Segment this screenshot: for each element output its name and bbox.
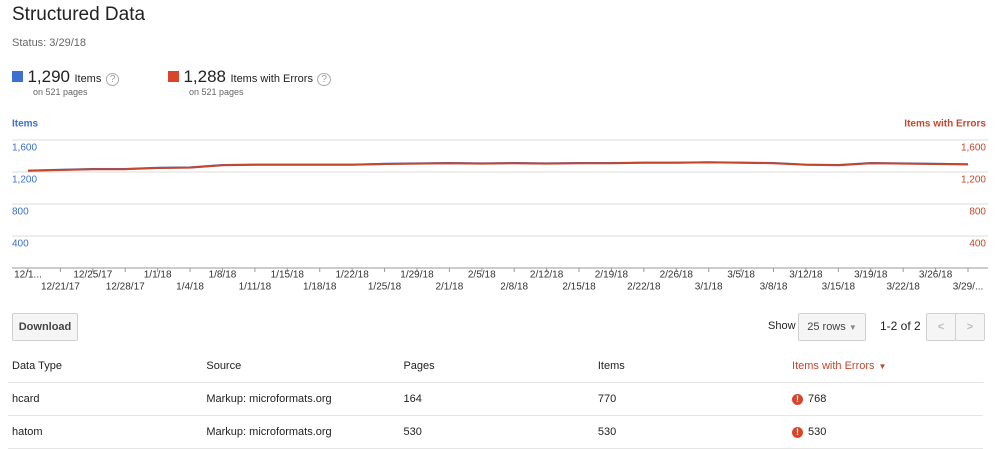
cell-text: 530 [808,426,827,438]
column-header-text: Data Type [12,360,62,372]
table-cell: 530 [593,415,789,449]
summary-items: 1,290 Items ? on 521 pages [12,67,120,97]
series-line [27,161,969,172]
cell-text: 164 [403,393,422,405]
table-cell: 530 [399,415,594,449]
table-wrap: Data Type Source Pages Items Items with Erro… [8,350,983,449]
table-cell: 770 [593,382,789,416]
column-header: Items with Errors ▼ [788,350,983,383]
cell-text: 530 [597,426,617,438]
page: Structured Data Status: 3/29/18 1,290 It… [8,4,988,449]
y2-tick-label: 1,200 [961,175,986,186]
cell-text: hcard [12,393,40,405]
download-button[interactable]: Download [12,313,78,341]
table-cell: hcard [8,382,203,416]
column-header-text: Items with Errors [792,360,875,372]
x-tick-label: 1/4/18 [176,282,204,293]
y-tick-label: 800 [12,207,29,218]
x-tick-label: 3/15/18 [822,282,856,293]
x-tick-label: 2/22/18 [627,282,661,293]
x-tick-label: 2/8/18 [500,282,528,293]
summary-label: Items with Errors [230,73,313,85]
cell-text: 530 [403,426,422,438]
x-tick-label: 1/15/18 [271,270,305,281]
pager: 1-2 of 2 [880,319,921,333]
column-header: Pages [399,350,594,383]
y-axis-title: Items [12,119,39,130]
prev-button[interactable]: < [926,313,956,341]
show-label: Show [768,320,796,332]
summary-value: 1,288 [183,67,226,86]
x-tick-label: 1/22/18 [335,270,369,281]
x-tick-label: 1/1/18 [144,270,172,281]
error-icon: ! [792,427,804,438]
y-tick-label: 1,600 [12,143,37,154]
x-tick-label: 2/5/18 [468,270,496,281]
x-tick-label: 3/8/18 [760,282,788,293]
column-header: Data Type [8,350,203,383]
x-tick-label: 12/21/17 [41,282,80,293]
table-cell: Markup: microformats.org [202,382,400,416]
x-tick-label: 3/29/... [953,282,984,293]
status: Status: 3/29/18 [12,37,86,49]
cell-text: Markup: microformats.org [206,393,332,405]
y2-tick-label: 1,600 [961,143,986,154]
summary-sub: on 521 pages [189,87,244,97]
summary-errors: 1,288 Items with Errors ? on 521 pages [168,67,331,97]
x-tick-label: 12/28/17 [106,282,145,293]
y-tick-label: 1,200 [12,175,37,186]
x-tick-label: 2/26/18 [660,270,694,281]
y2-axis-title: Items with Errors [904,119,986,130]
x-tick-label: 12/25/17 [73,270,112,281]
rows-value: 25 rows [807,321,846,333]
table-cell: 164 [399,382,594,416]
x-tick-label: 1/11/18 [239,282,272,293]
sort-arrow: ▼ [878,362,887,371]
x-tick-label: 3/1/18 [695,282,723,293]
x-tick-label: 2/15/18 [562,282,596,293]
column-header: Items [593,350,789,383]
error-icon: ! [792,394,804,405]
table-cell: ! 768 [788,382,983,416]
x-tick-label: 12/1... [14,270,42,281]
table: Data Type Source Pages Items Items with Erro… [8,350,983,449]
table-cell: Markup: microformats.org [202,415,400,449]
x-tick-label: 1/25/18 [368,282,402,293]
x-tick-label: 3/26/18 [919,270,953,281]
y-tick-label: 400 [12,239,29,250]
x-tick-label: 1/18/18 [303,282,337,293]
cell-text: 768 [808,393,827,405]
page-title: Structured Data [12,4,146,25]
cell-text: Markup: microformats.org [206,426,332,438]
y2-tick-label: 400 [969,239,986,250]
summary-sub: on 521 pages [33,87,88,97]
cell-text: 770 [597,393,617,405]
summary-value: 1,290 [27,67,70,86]
x-tick-label: 2/12/18 [530,270,564,281]
y2-tick-label: 800 [969,207,986,218]
cell-text: hatom [12,426,43,438]
x-tick-label: 3/12/18 [789,270,823,281]
x-tick-label: 1/29/18 [400,270,434,281]
x-tick-label: 2/19/18 [595,270,629,281]
column-header: Source [202,350,400,383]
x-tick-label: 2/1/18 [435,282,463,293]
x-tick-label: 3/22/18 [886,282,920,293]
column-header-text: Pages [403,360,435,372]
table-cell: ! 530 [788,415,983,449]
next-button[interactable]: > [955,313,985,341]
column-header-text: Source [206,360,242,372]
table-row: hatom Markup: microformats.org 530 530! 530 [8,415,983,449]
rows-select[interactable]: 25 rows ▼ [798,313,866,341]
summary-label: Items [74,73,102,85]
column-header-text: Items [597,360,625,372]
x-tick-label: 3/19/18 [854,270,888,281]
x-tick-label: 3/5/18 [727,270,755,281]
table-cell: hatom [8,415,203,449]
chart: Items Items with Errors 400 800 1,200 1,600 40… [12,119,988,293]
x-tick-label: 1/8/18 [209,270,237,281]
table-row: hcard Markup: microformats.org 164 770! 768 [8,382,983,416]
